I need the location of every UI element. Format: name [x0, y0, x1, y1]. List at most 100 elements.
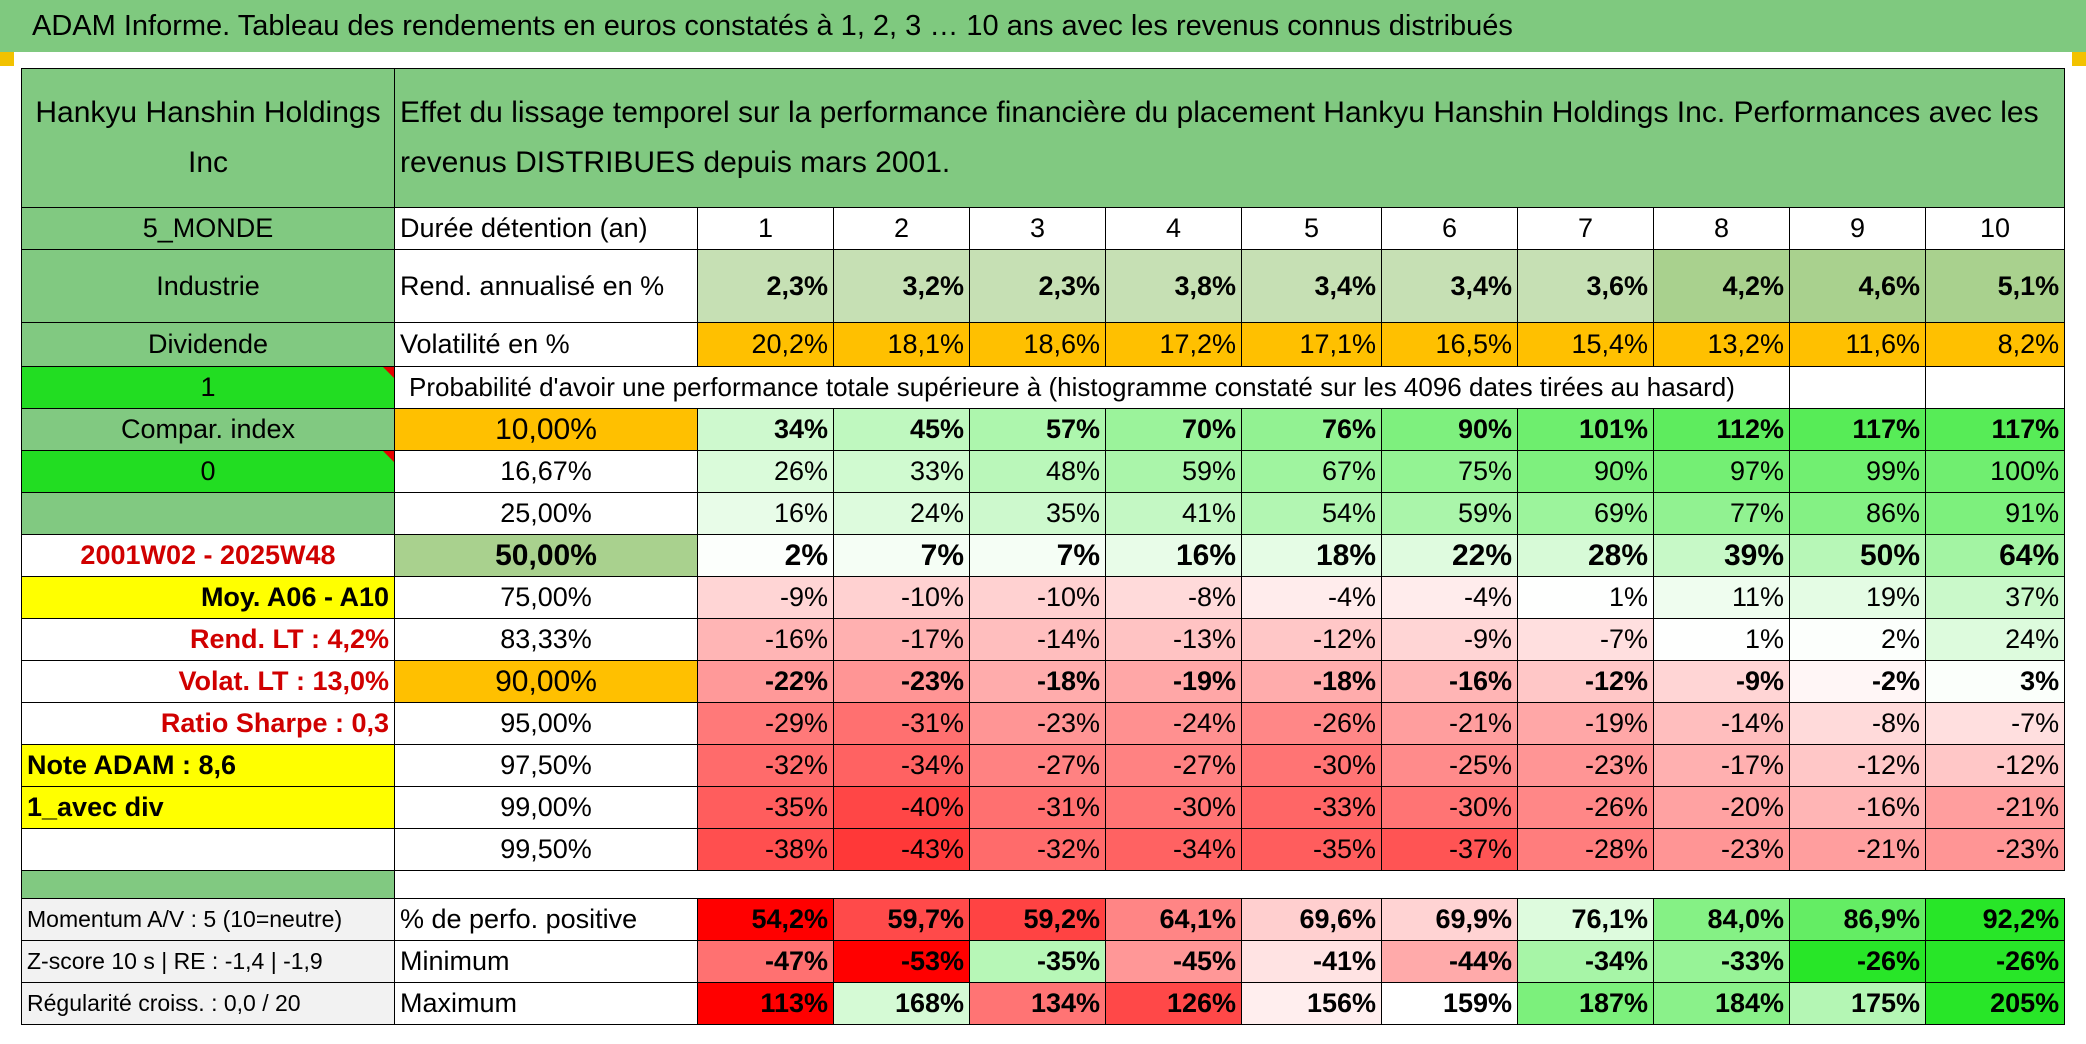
- note-adam-label: Note ADAM : 8,6: [21, 744, 395, 787]
- quantile-cell: -8%: [1789, 702, 1926, 745]
- quantile-cell: 22%: [1381, 534, 1518, 577]
- quantile-cell: -24%: [1105, 702, 1242, 745]
- minimum-cell: -47%: [697, 940, 834, 983]
- quantile-cell: -25%: [1381, 744, 1518, 787]
- quantile-cell: -17%: [1653, 744, 1790, 787]
- table-description: Effet du lissage temporel sur la perform…: [393, 68, 2066, 208]
- quantile-cell: 57%: [969, 408, 1106, 451]
- duration-cell: 10: [1924, 207, 2066, 250]
- row-label: Durée détention (an): [394, 207, 698, 250]
- maximum-cell: 156%: [1241, 982, 1382, 1025]
- quantile-cell: 26%: [697, 450, 834, 493]
- quantile-cell: 77%: [1653, 492, 1790, 535]
- quantile-cell: 7%: [833, 534, 970, 577]
- quantile-cell: -10%: [833, 576, 970, 619]
- quantile-cell: -17%: [833, 618, 970, 661]
- quantile-cell: 19%: [1789, 576, 1926, 619]
- header-row: Hankyu Hanshin Holdings Inc Effet du lis…: [21, 68, 2066, 208]
- quantile-cell: -12%: [1241, 618, 1382, 661]
- quantile-label: 16,67%: [394, 450, 698, 493]
- positive-perf-cell: 76,1%: [1517, 898, 1654, 941]
- positive-perf-cell: 69,9%: [1381, 898, 1518, 941]
- quantile-cell: 34%: [697, 408, 834, 451]
- quantile-cell: -16%: [1381, 660, 1518, 703]
- quantile-cell: 117%: [1789, 408, 1926, 451]
- maximum-cell: 126%: [1105, 982, 1242, 1025]
- duration-cell: 1: [697, 207, 834, 250]
- quantile-cell: -18%: [969, 660, 1106, 703]
- rend-row: Industrie Rend. annualisé en % 2,3% 3,2%…: [21, 249, 2066, 323]
- quantile-row: 25,00% 16% 24% 35% 41% 54% 59% 69% 77% 8…: [21, 492, 2066, 535]
- quantile-cell: 33%: [833, 450, 970, 493]
- quantile-cell: -4%: [1241, 576, 1382, 619]
- quantile-cell: -35%: [1241, 828, 1382, 871]
- probability-title: Probabilité d'avoir une performance tota…: [409, 372, 1735, 402]
- quantile-cell: -23%: [1653, 828, 1790, 871]
- quantile-cell: 59%: [1105, 450, 1242, 493]
- quantile-cell: 101%: [1517, 408, 1654, 451]
- quantile-cell: 28%: [1517, 534, 1654, 577]
- row-label: % de perfo. positive: [394, 898, 698, 941]
- quantile-cell: 16%: [1105, 534, 1242, 577]
- quantile-cell: -21%: [1789, 828, 1926, 871]
- quantile-cell: -13%: [1105, 618, 1242, 661]
- quantile-cell: -12%: [1924, 744, 2066, 787]
- rend-lt-label: Rend. LT : 4,2%: [21, 618, 395, 661]
- quantile-cell: 45%: [833, 408, 970, 451]
- minimum-cell: -34%: [1517, 940, 1654, 983]
- quantile-cell: 18%: [1241, 534, 1382, 577]
- quantile-cell: 112%: [1653, 408, 1790, 451]
- flag-one-cell[interactable]: 1: [21, 366, 395, 409]
- maximum-cell: 168%: [833, 982, 970, 1025]
- quantile-cell: -30%: [1241, 744, 1382, 787]
- quantile-cell: -23%: [833, 660, 970, 703]
- quantile-cell: -40%: [833, 786, 970, 829]
- quantile-cell: 100%: [1924, 450, 2066, 493]
- maximum-cell: 113%: [697, 982, 834, 1025]
- positive-perf-cell: 84,0%: [1653, 898, 1790, 941]
- quantile-cell: -10%: [969, 576, 1106, 619]
- period-label: 2001W02 - 2025W48: [21, 534, 395, 577]
- positive-perf-cell: 54,2%: [697, 898, 834, 941]
- moy-label: Moy. A06 - A10: [21, 576, 395, 619]
- volat-cell: 16,5%: [1381, 322, 1518, 367]
- quantile-cell: -30%: [1381, 786, 1518, 829]
- report-title: ADAM Informe. Tableau des rendements en …: [0, 0, 2086, 52]
- quantile-row: 0 16,67% 26% 33% 48% 59% 67% 75% 90% 97%…: [21, 450, 2066, 493]
- quantile-cell: -26%: [1517, 786, 1654, 829]
- volat-cell: 17,1%: [1241, 322, 1382, 367]
- quantile-cell: -29%: [697, 702, 834, 745]
- positive-perf-cell: 59,7%: [833, 898, 970, 941]
- corner-marker: [2072, 52, 2086, 66]
- volat-cell: 11,6%: [1789, 322, 1926, 367]
- quantile-label: 50,00%: [394, 534, 698, 577]
- quantile-cell: 11%: [1653, 576, 1790, 619]
- quantile-cell: -2%: [1789, 660, 1926, 703]
- quantile-cell: 70%: [1105, 408, 1242, 451]
- quantile-cell: -26%: [1241, 702, 1382, 745]
- quantile-cell: 76%: [1241, 408, 1382, 451]
- quantile-cell: 50%: [1789, 534, 1926, 577]
- empty-cell: [21, 828, 395, 871]
- duration-cell: 9: [1789, 207, 1926, 250]
- quantile-cell: 2%: [1789, 618, 1926, 661]
- quantile-cell: 91%: [1924, 492, 2066, 535]
- rend-cell: 3,8%: [1105, 249, 1242, 323]
- duration-cell: 8: [1653, 207, 1790, 250]
- quantile-cell: -9%: [697, 576, 834, 619]
- regularite-label: Régularité croiss. : 0,0 / 20: [21, 982, 395, 1025]
- quantile-label: 97,50%: [394, 744, 698, 787]
- quantile-row: Ratio Sharpe : 0,3 95,00% -29% -31% -23%…: [21, 702, 2066, 745]
- flag-zero-cell[interactable]: 0: [21, 450, 395, 493]
- quantile-cell: 39%: [1653, 534, 1790, 577]
- rend-cell: 4,6%: [1789, 249, 1926, 323]
- maximum-cell: 175%: [1789, 982, 1926, 1025]
- positive-perf-cell: 86,9%: [1789, 898, 1926, 941]
- spacer-cell: [395, 871, 2065, 899]
- spacer-green-cell: [21, 870, 395, 899]
- rend-cell: 4,2%: [1653, 249, 1790, 323]
- volat-cell: 20,2%: [697, 322, 834, 367]
- quantile-cell: 99%: [1789, 450, 1926, 493]
- minimum-cell: -33%: [1653, 940, 1790, 983]
- zscore-label: Z-score 10 s | RE : -1,4 | -1,9: [21, 940, 395, 983]
